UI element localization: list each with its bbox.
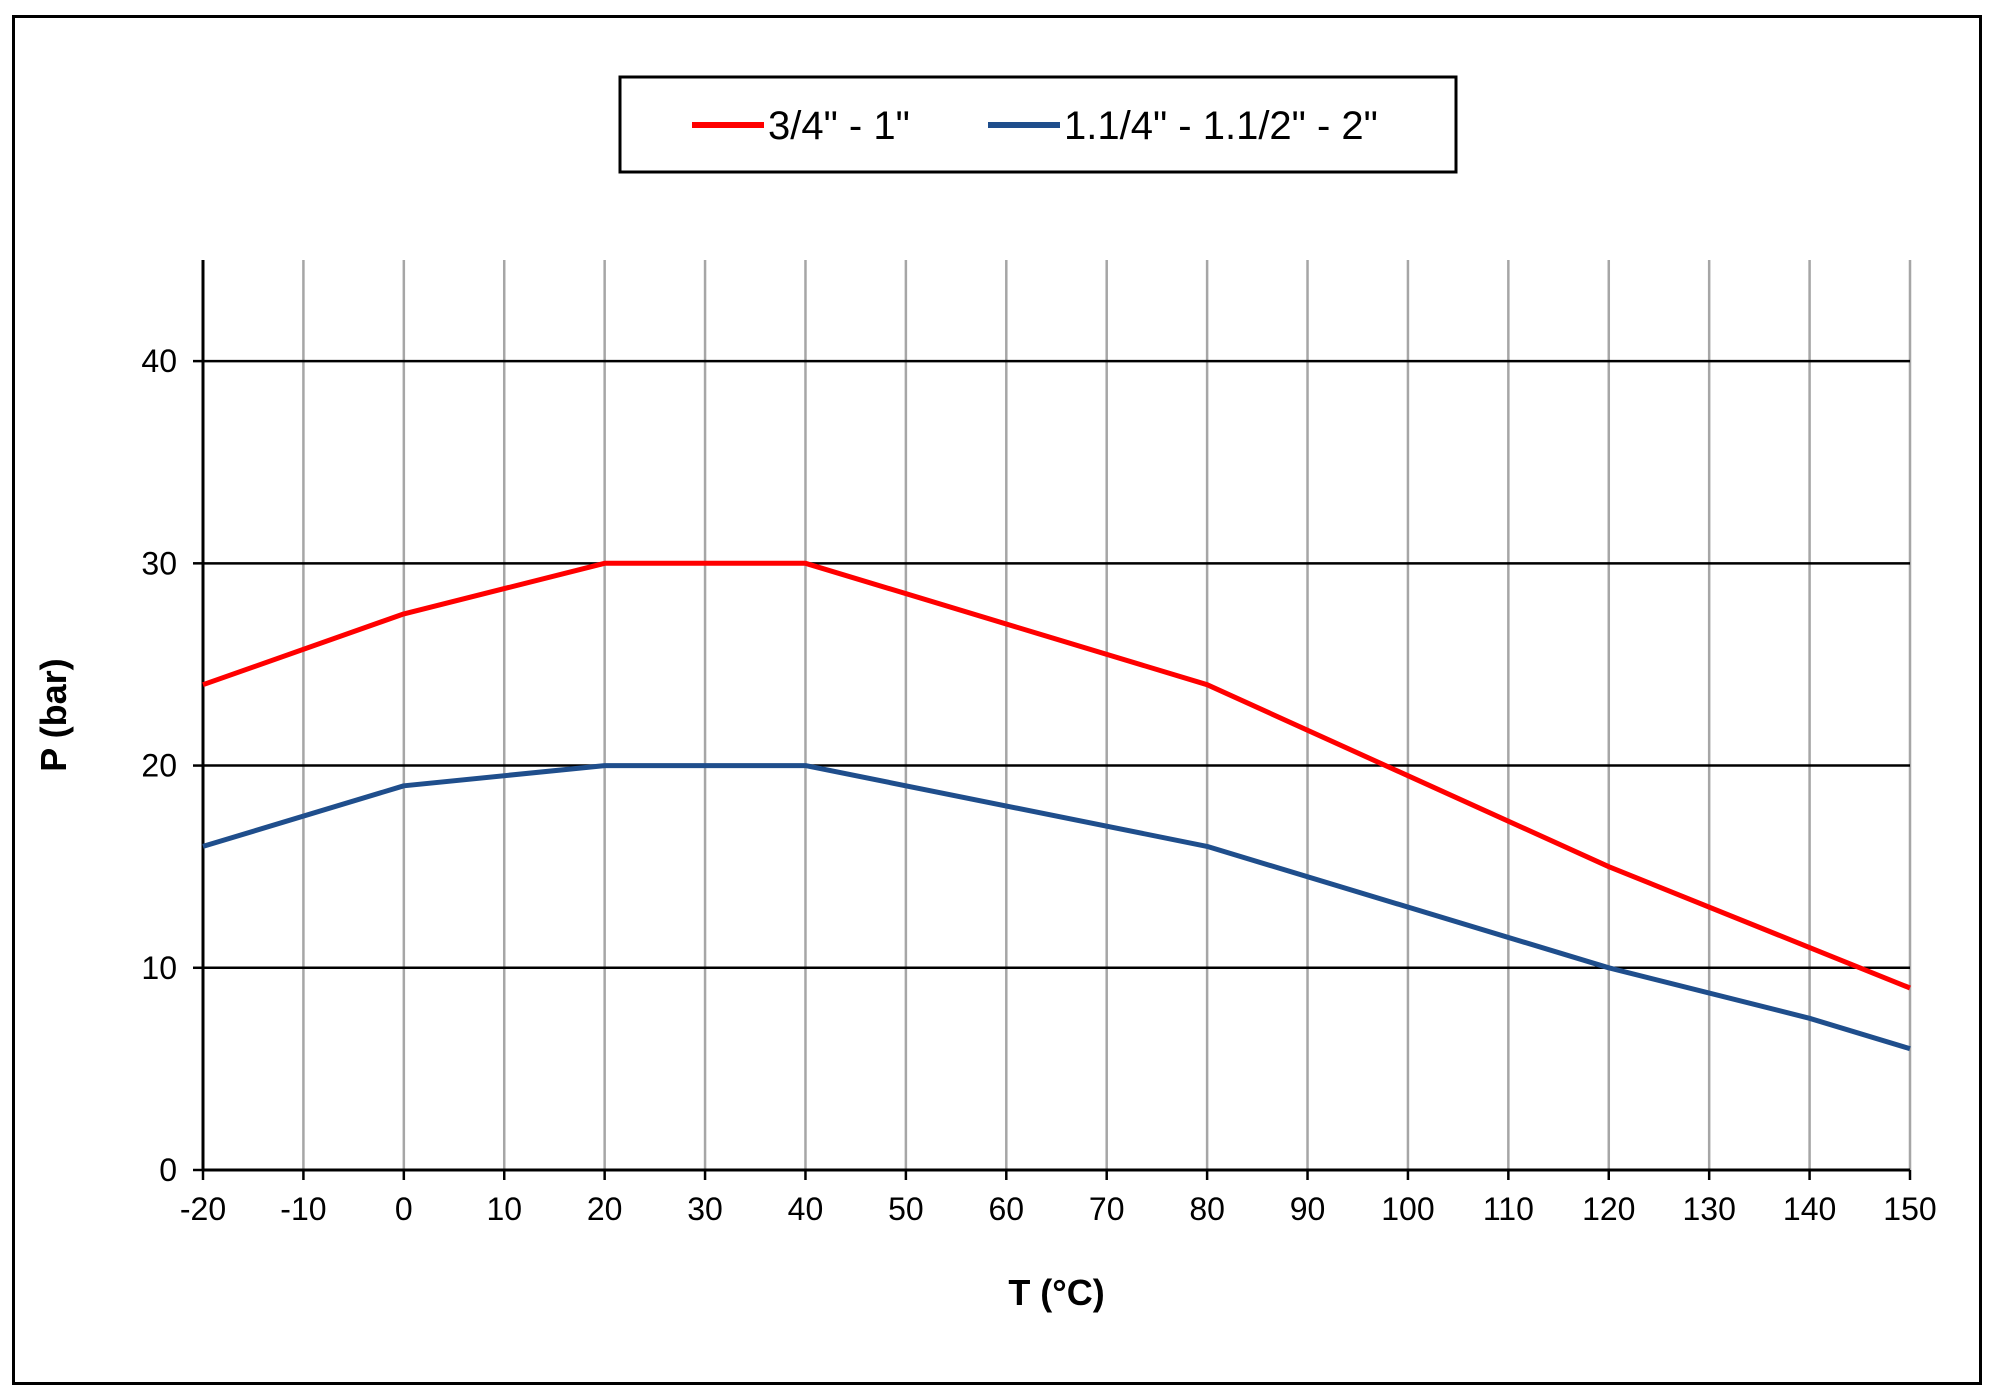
y-axis-title: P (bar) — [33, 658, 74, 771]
y-tick-label: 40 — [141, 343, 177, 379]
y-tick-label: 20 — [141, 748, 177, 784]
x-tick-label: 10 — [486, 1191, 522, 1227]
x-tick-label: 20 — [587, 1191, 623, 1227]
axes — [201, 260, 1910, 1172]
horizontal-gridlines — [203, 359, 1910, 970]
legend-label-series-1: 3/4" - 1" — [768, 104, 910, 148]
x-tick-label: 80 — [1189, 1191, 1225, 1227]
x-tick-label: 150 — [1883, 1191, 1936, 1227]
x-tick-label: 100 — [1381, 1191, 1434, 1227]
y-tick-label: 0 — [159, 1152, 177, 1188]
x-tick-label: 30 — [687, 1191, 723, 1227]
x-tick-label: -20 — [180, 1191, 226, 1227]
x-tick-label: 70 — [1089, 1191, 1125, 1227]
x-tick-label: 50 — [888, 1191, 924, 1227]
y-axis-ticks: 0 10 20 30 40 — [141, 343, 203, 1188]
x-tick-label: 110 — [1483, 1191, 1534, 1227]
legend-label-series-2: 1.1/4" - 1.1/2" - 2" — [1064, 104, 1378, 148]
legend: 3/4" - 1" 1.1/4" - 1.1/2" - 2" — [618, 75, 1458, 174]
chart-frame — [12, 15, 1982, 1385]
x-axis-ticks: -20 -10 0 10 20 30 40 50 60 70 80 90 100 110 120 130 140… — [180, 1170, 1937, 1227]
x-tick-label: 0 — [395, 1191, 413, 1227]
y-tick-label: 10 — [141, 950, 177, 986]
series-line-1 — [202, 560, 1911, 991]
x-tick-label: 60 — [988, 1191, 1024, 1227]
x-axis-title: T (°C) — [1008, 1272, 1104, 1313]
series-lines — [202, 560, 1911, 1052]
series-line-2 — [202, 763, 1911, 1052]
x-tick-label: 120 — [1582, 1191, 1635, 1227]
x-tick-label: 140 — [1783, 1191, 1836, 1227]
x-tick-label: 40 — [788, 1191, 824, 1227]
x-tick-label: 90 — [1290, 1191, 1326, 1227]
y-tick-label: 30 — [141, 545, 177, 581]
vertical-gridlines — [201, 260, 1912, 1170]
x-tick-label: 130 — [1682, 1191, 1735, 1227]
x-tick-label: -10 — [280, 1191, 326, 1227]
